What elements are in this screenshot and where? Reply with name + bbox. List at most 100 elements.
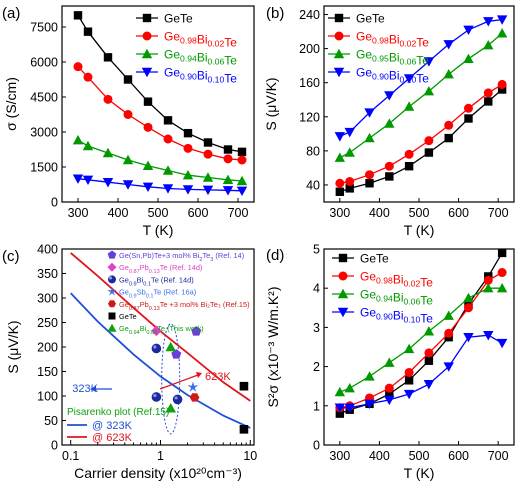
- legend-text-part: 0.90: [376, 312, 393, 322]
- data-point: [424, 356, 434, 365]
- legend-text-part: Ge: [356, 30, 372, 44]
- y-tick-label: 0: [51, 439, 58, 453]
- series-line: [339, 252, 503, 415]
- data-point: [497, 248, 507, 258]
- legend-text-part: Te: [224, 72, 237, 86]
- data-point: [463, 292, 474, 303]
- legend-text-part: Te: [224, 36, 237, 50]
- legend-label: Ge0.87Pb0.13Te (Ref. 14d): [119, 263, 202, 275]
- point-set-0: [171, 326, 202, 359]
- legend-text-part: 0.02: [403, 279, 420, 289]
- legend-text-part: (Ref. 14): [213, 251, 244, 260]
- legend-marker: [141, 48, 153, 59]
- data-point: [497, 79, 507, 89]
- legend: GeTeGe0.98Bi0.02TeGe0.95Bi0.06TeGe0.90Bi…: [328, 12, 429, 86]
- legend-text-part: 0.13: [149, 269, 160, 275]
- data-point: [364, 132, 375, 143]
- data-point: [344, 382, 355, 393]
- y-tick-label: 400: [37, 243, 58, 257]
- data-point: [404, 367, 414, 377]
- legend-text-part: Te: [224, 54, 237, 68]
- data-point: [73, 11, 83, 20]
- legend-text-part: Bi: [393, 309, 404, 323]
- data-point: [443, 68, 454, 79]
- data-point: [122, 154, 134, 165]
- data-point: [189, 393, 200, 402]
- x-axis-label: T (K): [404, 222, 435, 238]
- legend-label: Ge0.98Bi0.02Te: [360, 270, 433, 290]
- reference-legend: Ge(Sn,Pb)Te+3 mol% Bi2Te3 (Ref. 14)Ge0.8…: [107, 250, 250, 336]
- legend-label: GeTe: [164, 12, 193, 26]
- data-point: [151, 343, 162, 354]
- legend-text-part: Te (This work): [157, 324, 203, 333]
- data-point: [142, 182, 154, 193]
- data-point: [123, 75, 133, 84]
- panel-d: 300 400 500 600 700 0 1 2 3 4 5 T (K) S²σ (x10⁻³ W/m…: [265, 243, 515, 481]
- legend-text-part: 0.06: [207, 57, 224, 67]
- legend-text-part: Ge(Sn,Pb)Te+3 mol% Bi: [119, 251, 200, 260]
- y-tick-label: 2: [313, 360, 320, 374]
- legend-text-part: 0.90: [180, 72, 197, 82]
- series-line: [339, 32, 503, 159]
- legend-text-part: Te: [420, 312, 433, 326]
- data-point: [172, 394, 183, 405]
- series-0: [335, 85, 507, 196]
- legend-text-part: 0.94: [376, 294, 393, 304]
- data-point: [463, 333, 474, 343]
- legend-label: Ge(Sn,Pb)Te+3 mol% Bi2Te3 (Ref. 14): [119, 251, 244, 263]
- data-point: [182, 169, 194, 180]
- data-point: [364, 371, 375, 381]
- data-point: [103, 94, 113, 104]
- legend-marker: [142, 13, 152, 23]
- legend-marker: [142, 31, 152, 41]
- legend-text-part: Te: [420, 294, 433, 308]
- point-set-2: [151, 343, 183, 405]
- y-tick-label: 5: [313, 243, 320, 257]
- legend-text-part: Bi: [393, 291, 404, 305]
- legend-label-323: @ 323K: [92, 420, 133, 432]
- legend-text-part: 2: [199, 257, 202, 263]
- x-tick-label: 600: [188, 206, 209, 220]
- data-point: [223, 154, 233, 164]
- data-point: [497, 268, 507, 278]
- data-point: [344, 147, 355, 157]
- data-point: [364, 399, 375, 410]
- data-point: [443, 310, 454, 320]
- y-axis-label: σ (S/cm): [3, 77, 19, 131]
- data-point: [334, 132, 346, 142]
- series-line: [339, 89, 503, 193]
- data-point: [183, 128, 193, 138]
- panel-b: 300 400 500 600 700 40 80 120 160 200 240 T (K) S (μ…: [263, 5, 515, 238]
- point-set-6: [165, 341, 177, 413]
- data-point: [463, 53, 474, 64]
- legend-text-part: Te (Ref. 14d): [151, 275, 194, 284]
- legend-text-part: 0.06: [146, 330, 157, 336]
- y-tick-label: 100: [37, 390, 58, 404]
- data-point: [365, 179, 374, 188]
- legend-label: Ge0.90Bi0.10Te: [360, 306, 433, 326]
- data-point: [171, 349, 182, 359]
- y-tick-label: 120: [299, 110, 320, 124]
- arrow-623-head: [196, 372, 202, 378]
- point-set-4: [189, 393, 200, 402]
- legend-marker: [334, 13, 344, 23]
- data-point: [183, 143, 193, 153]
- data-point: [187, 381, 199, 392]
- legend-label: Ge0.90Bi0.10Te: [164, 66, 237, 86]
- legend-text-part: Ge: [119, 324, 129, 333]
- legend: GeTeGe0.98Bi0.02TeGe0.94Bi0.06TeGe0.90Bi…: [136, 12, 237, 86]
- x-tick-label: 10: [243, 449, 257, 463]
- legend-label: Ge0.98Bi0.02Te: [164, 30, 237, 50]
- y-tick-label: 0: [313, 439, 320, 453]
- data-point: [404, 149, 414, 159]
- legend-label: Ge0.87Pb0.13Te +3 mol% Bi₂Te₃ (Ref.15): [119, 300, 250, 312]
- legend-text-part: Bi: [197, 51, 208, 65]
- y-tick-label: 160: [299, 76, 320, 90]
- data-point-highlight: [153, 345, 157, 349]
- data-point: [423, 326, 435, 336]
- data-point-highlight: [153, 393, 157, 398]
- data-point: [202, 185, 214, 196]
- legend-label: Ge0.95Bi0.06Te: [356, 48, 429, 68]
- x-tick-label: 1: [157, 449, 164, 463]
- legend-label: Ge0.90Bi0.10Te: [356, 66, 429, 86]
